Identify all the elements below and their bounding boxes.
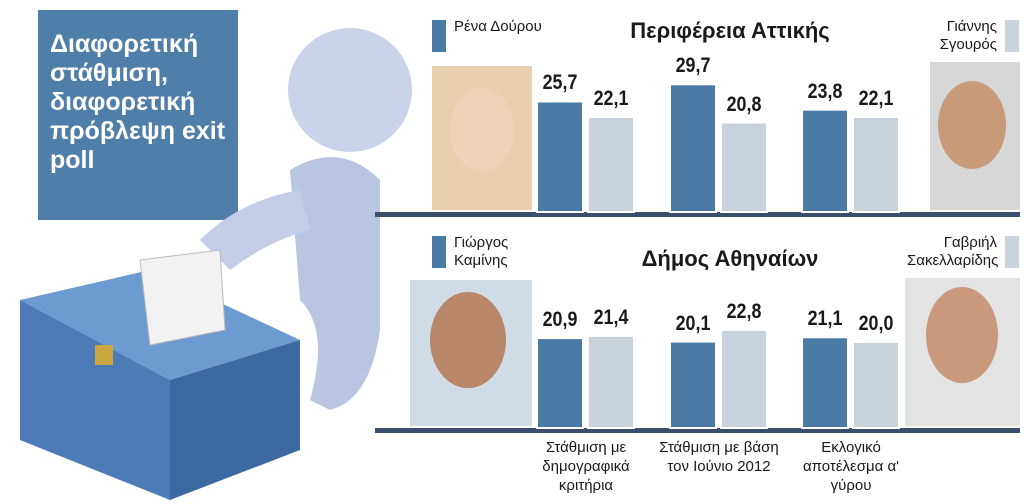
value-label: 21,1	[807, 307, 843, 331]
bar	[669, 340, 717, 430]
photo-1-face	[450, 88, 514, 172]
figure-body	[290, 157, 380, 410]
legend-label: Γιάννης Σγουρός	[939, 18, 997, 53]
legend-label: Γαβριήλ Σακελλαρίδης	[907, 234, 999, 269]
photo-4-face	[926, 287, 998, 383]
bar	[536, 337, 584, 430]
value-label: 20,9	[542, 308, 578, 332]
figure-head	[288, 28, 412, 152]
value-label: 20,1	[675, 311, 711, 335]
photo-2-face	[938, 81, 1006, 169]
legend-swatch	[432, 236, 446, 268]
value-label: 20,0	[858, 312, 894, 335]
bar	[536, 100, 584, 213]
value-label: 22,1	[593, 86, 629, 110]
baseline	[375, 428, 1020, 433]
value-label: 22,8	[726, 299, 762, 323]
bar	[669, 83, 717, 213]
bar	[720, 328, 768, 429]
padlock	[95, 345, 113, 365]
headline: Διαφορετική στάθμιση, διαφορετική πρόβλε…	[50, 30, 226, 174]
bar	[587, 334, 635, 430]
value-label: 20,8	[726, 92, 762, 116]
bar	[852, 341, 900, 429]
bar	[587, 115, 635, 213]
photo-3-face	[430, 292, 506, 388]
value-label: 29,7	[675, 54, 711, 78]
chart-title: Δήμος Αθηναίων	[641, 246, 819, 271]
legend-label: Γιώργος Καμίνης	[454, 234, 509, 269]
category-label: Στάθμιση με βάση τον Ιούνιο 2012	[659, 439, 779, 475]
bar	[720, 121, 768, 213]
figure-arm	[200, 190, 310, 270]
envelope	[139, 249, 226, 346]
value-label: 25,7	[542, 71, 578, 95]
baseline	[375, 212, 1020, 217]
legend-label: Ρένα Δούρου	[454, 18, 542, 35]
bar	[801, 336, 849, 429]
value-label: 22,1	[858, 86, 894, 110]
value-label: 23,8	[807, 79, 843, 103]
legend-swatch	[1005, 236, 1019, 268]
chart-title: Περιφέρεια Αττικής	[630, 18, 830, 43]
category-label: Εκλογικό αποτέλεσμα α' γύρου	[802, 439, 899, 494]
legend-swatch	[432, 20, 446, 52]
category-label: Στάθμιση με δημογραφικά κριτήρια	[542, 439, 630, 494]
box-side	[170, 340, 300, 500]
headline-panel	[38, 10, 238, 220]
legend-swatch	[1005, 20, 1019, 52]
value-label: 21,4	[593, 305, 629, 329]
bar	[852, 115, 900, 213]
box-front	[20, 300, 170, 500]
bar	[801, 108, 849, 213]
